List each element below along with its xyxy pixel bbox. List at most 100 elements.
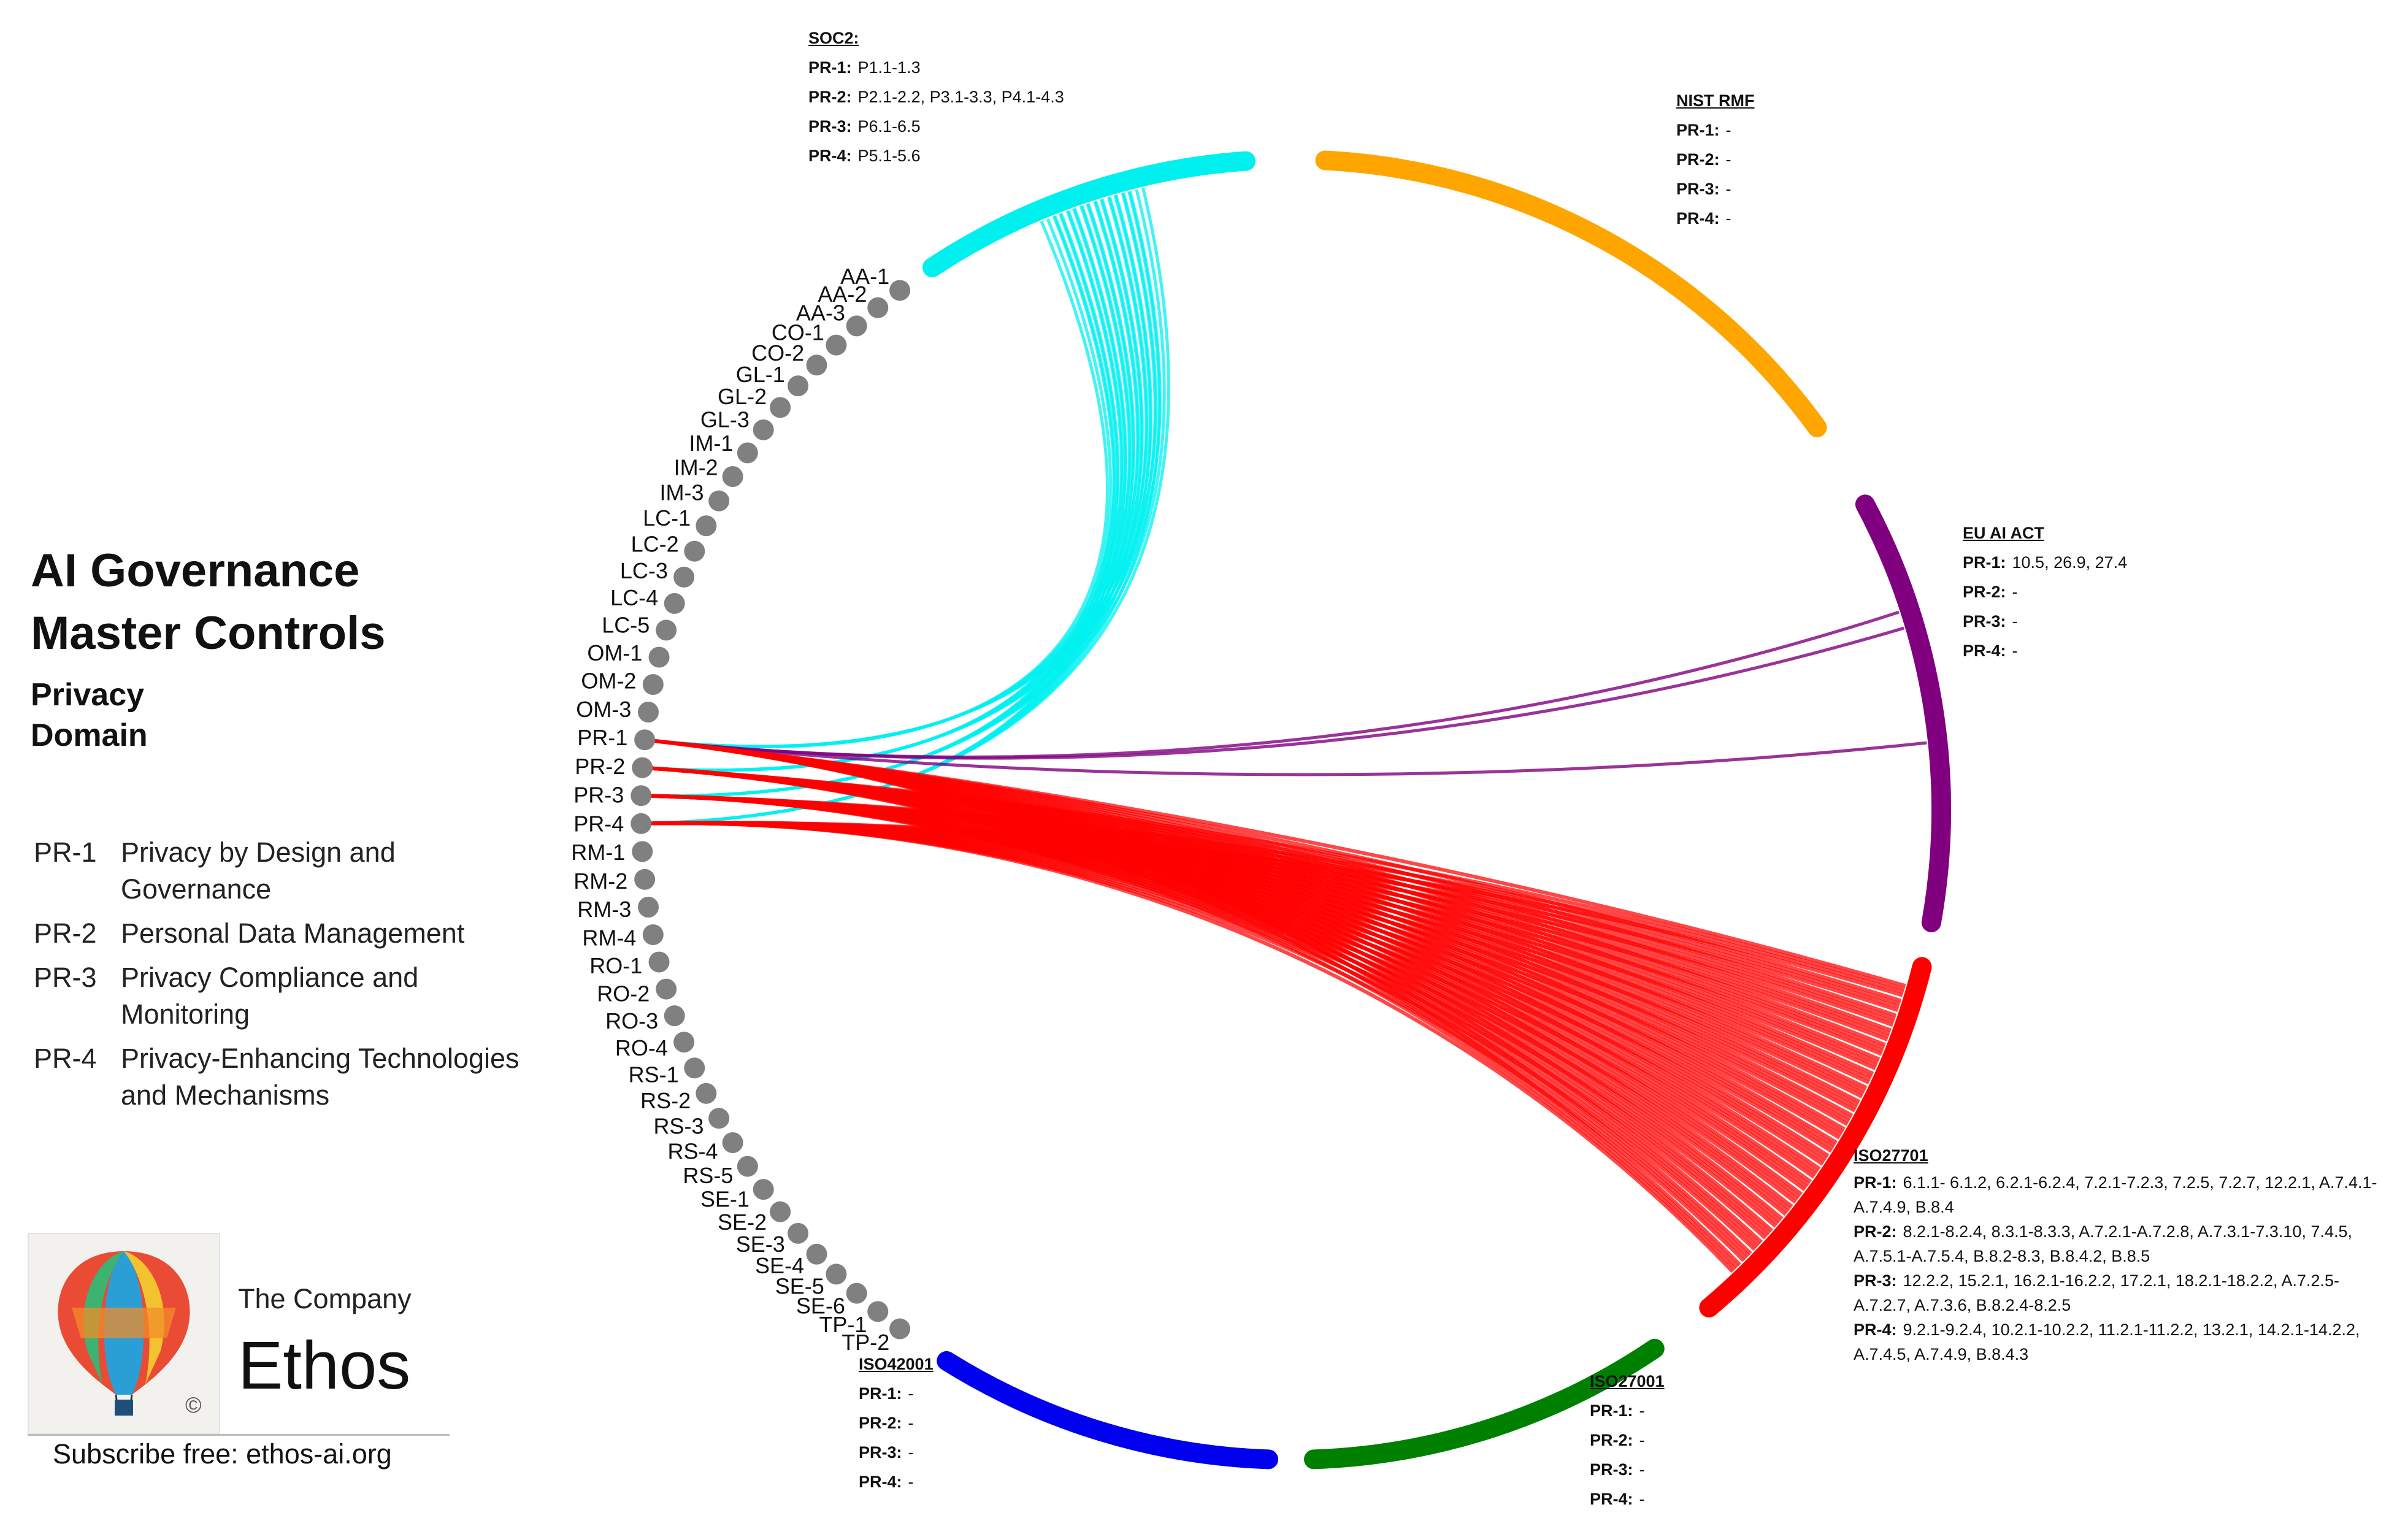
legend-row: PR-4 Privacy-Enhancing Technologies and … [34, 1040, 537, 1114]
row-label: PR-2: [1590, 1431, 1633, 1449]
framework-info-iso27001: ISO27001 PR-1: - PR-2: - PR-3: - PR-4: - [1590, 1367, 1665, 1514]
framework-row: PR-1: - [1590, 1396, 1665, 1425]
framework-row: PR-2: P2.1-2.2, P3.1-3.3, P4.1-4.3 [808, 82, 1064, 112]
arc-iso27001 [1303, 1338, 1665, 1470]
chord-link [644, 738, 1927, 776]
control-node [889, 280, 911, 301]
control-node [806, 355, 827, 376]
copyright-mark: © [185, 1392, 202, 1417]
control-label: LC-5 [602, 613, 650, 638]
control-label: LC-3 [620, 558, 668, 583]
control-node [737, 442, 758, 464]
control-node [846, 315, 867, 337]
framework-row: PR-2: - [1676, 145, 1755, 174]
company-prefix: The Company [238, 1283, 412, 1314]
legend-description: Personal Data Management [121, 918, 465, 949]
control-node [708, 1108, 730, 1129]
row-value: 8.2.1-8.2.4, 8.3.1-8.3.3, A.7.2.1-A.7.2.… [1854, 1222, 2353, 1265]
hot-air-balloon-logo: © [28, 1233, 220, 1435]
control-node [826, 334, 847, 356]
framework-row: PR-1: - [1676, 115, 1755, 145]
legend-description: Privacy by Design and Governance [121, 837, 396, 905]
control-label: PR-3 [573, 783, 624, 808]
row-value: - [1639, 1401, 1645, 1420]
chord-links [641, 187, 1927, 1273]
row-label: PR-2: [1963, 583, 2006, 601]
title-line-1: AI Governance [31, 545, 360, 597]
framework-info-soc2: SOC2: PR-1: P1.1-1.3 PR-2: P2.1-2.2, P3.1-… [808, 23, 1064, 171]
control-node [656, 619, 677, 641]
arc-iso42001 [937, 1351, 1279, 1470]
row-value: 10.5, 26.9, 27.4 [2012, 553, 2128, 572]
control-label: IM-2 [674, 455, 718, 480]
framework-row: PR-3: - [1590, 1455, 1665, 1484]
row-label: PR-4: [1854, 1321, 1897, 1339]
row-label: PR-1: [808, 58, 852, 77]
row-label: PR-3: [1963, 612, 2006, 631]
control-node [648, 646, 670, 668]
control-node [631, 785, 652, 807]
control-label: RM-3 [577, 897, 631, 922]
legend-code: PR-3 [34, 962, 97, 993]
control-node [753, 419, 774, 440]
row-label: PR-3: [1676, 180, 1720, 198]
framework-row: PR-4: - [1963, 636, 2127, 665]
row-value: - [908, 1473, 914, 1491]
framework-row: PR-4: P5.1-5.6 [808, 141, 1064, 171]
legend-description: Privacy-Enhancing Technologies and Mecha… [121, 1043, 520, 1111]
row-label: PR-2: [808, 88, 852, 106]
control-label: RS-4 [668, 1138, 718, 1163]
row-value: P5.1-5.6 [857, 147, 921, 165]
legend-description: Privacy Compliance and Monitoring [121, 962, 419, 1030]
subscribe-link[interactable]: Subscribe free: ethos-ai.org [53, 1438, 392, 1470]
row-value: - [1639, 1431, 1645, 1449]
row-label: PR-3: [1590, 1460, 1633, 1479]
row-label: PR-3: [859, 1443, 902, 1462]
control-label: RO-3 [605, 1008, 658, 1033]
chord-link [644, 626, 1904, 760]
control-node [634, 729, 656, 751]
control-node [846, 1282, 867, 1304]
control-nodes: AA-1AA-2AA-3CO-1CO-2GL-1GL-2GL-3IM-1IM-2… [571, 264, 911, 1355]
control-node [737, 1156, 758, 1177]
framework-row: PR-4: - [859, 1467, 934, 1497]
row-label: PR-1: [1963, 553, 2006, 572]
control-node [826, 1263, 847, 1285]
control-node [684, 540, 705, 562]
control-label: GL-3 [700, 407, 750, 432]
framework-name: SOC2: [808, 29, 859, 47]
framework-row: PR-2: 8.2.1-8.2.4, 8.3.1-8.3.3, A.7.2.1-A… [1854, 1219, 2393, 1268]
control-label: AA-3 [796, 301, 845, 326]
framework-info-iso42001: ISO42001 PR-1: - PR-2: - PR-3: - PR-4: - [859, 1349, 934, 1497]
framework-row: PR-2: - [859, 1408, 934, 1438]
framework-row: PR-2: - [1963, 577, 2127, 607]
control-label: LC-4 [610, 585, 658, 610]
control-label: IM-1 [689, 431, 733, 456]
control-label: PR-2 [575, 754, 625, 779]
row-label: PR-4: [1963, 642, 2006, 660]
framework-row: PR-3: 12.2.2, 15.2.1, 16.2.1-16.2.2, 17.2… [1854, 1268, 2393, 1317]
control-node [664, 592, 685, 614]
control-label: TP-2 [842, 1330, 889, 1355]
control-node [673, 1032, 695, 1053]
control-label: RM-4 [582, 925, 636, 950]
framework-arcs [922, 150, 1951, 1470]
arc-nist-rmf [1315, 150, 1827, 437]
control-node [788, 375, 809, 397]
control-node [664, 1005, 685, 1027]
subtitle-line-2: Domain [31, 718, 148, 753]
control-node [696, 1083, 717, 1104]
arc-soc2 [922, 151, 1256, 278]
legend-code: PR-4 [34, 1043, 97, 1074]
control-node [753, 1179, 774, 1200]
row-label: PR-4: [808, 147, 852, 165]
control-node [867, 1301, 889, 1322]
control-label: PR-1 [577, 725, 627, 750]
control-label: RO-4 [615, 1035, 668, 1060]
control-node [632, 757, 653, 778]
control-label: IM-3 [659, 480, 704, 505]
control-node [632, 841, 653, 862]
arc-iso27701 [1699, 957, 1932, 1318]
framework-row: PR-1: 6.1.1- 6.1.2, 6.2.1-6.2.4, 7.2.1-7.… [1854, 1170, 2393, 1219]
control-node [637, 701, 659, 723]
